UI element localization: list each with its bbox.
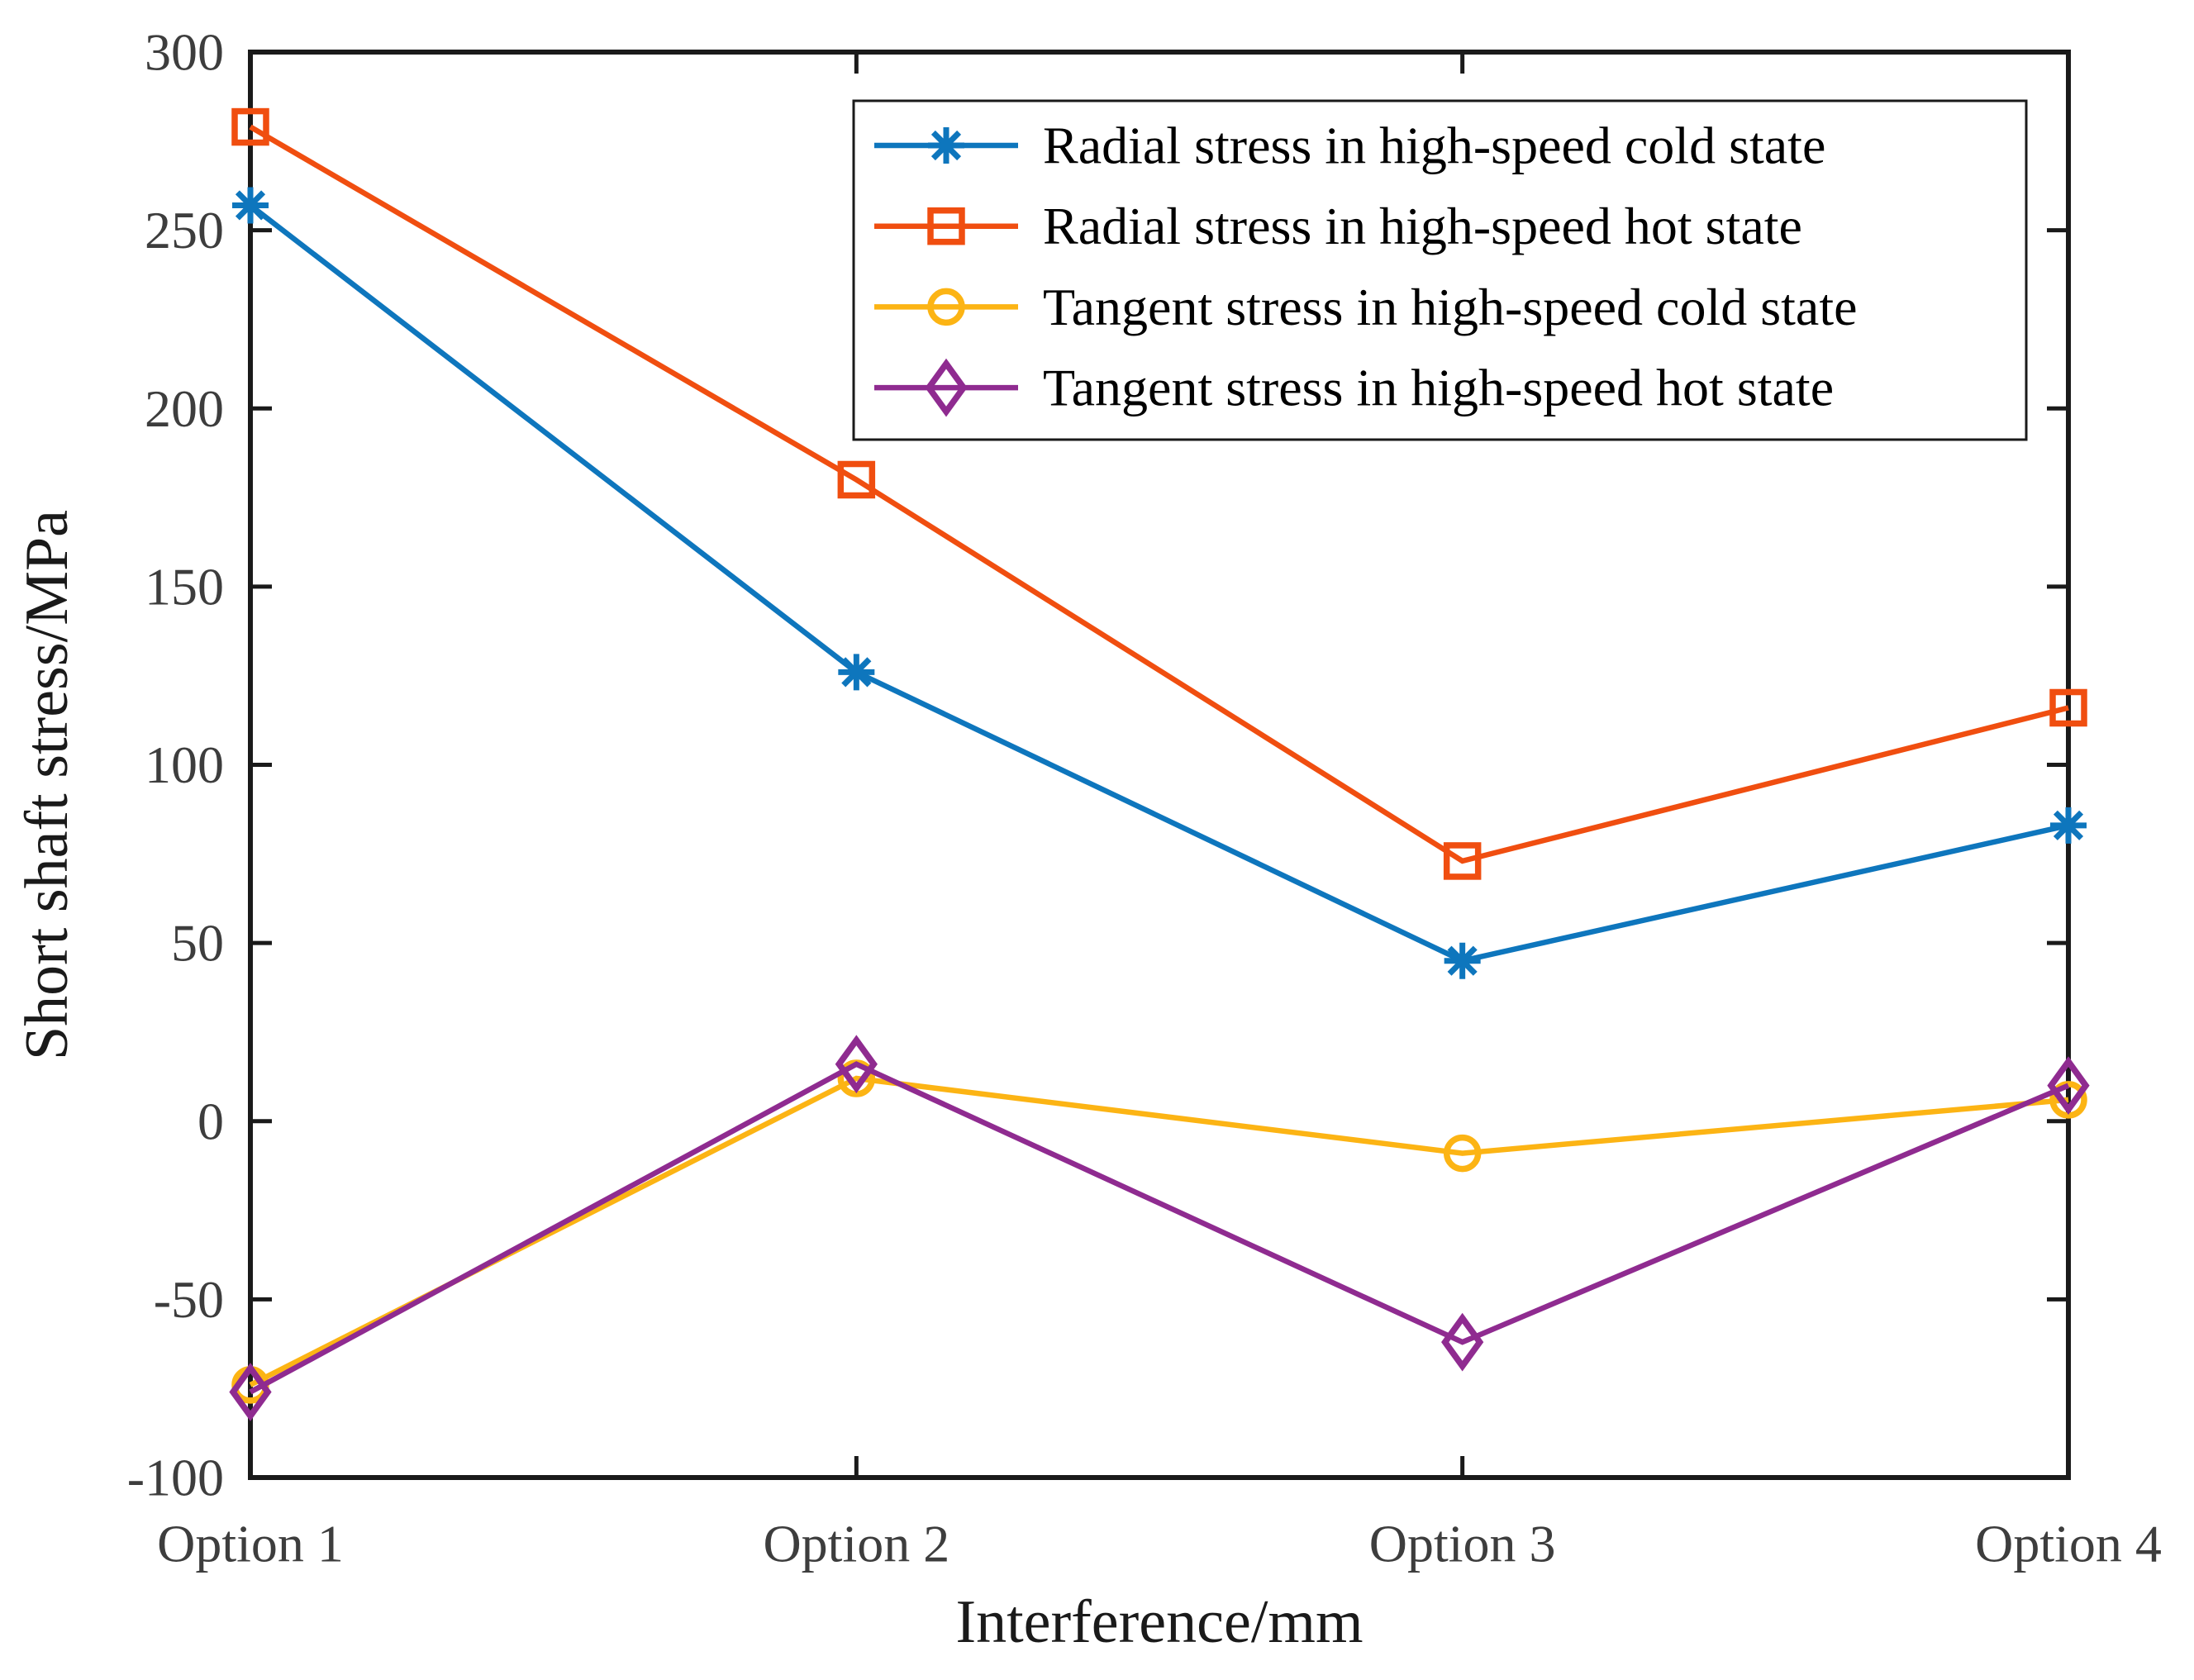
series-line bbox=[249, 202, 2069, 964]
series-radial-stress-in-high-speed-cold-state bbox=[232, 187, 2087, 979]
legend-label: Radial stress in high-speed cold state bbox=[1043, 117, 1825, 175]
series-line bbox=[249, 124, 2069, 864]
series-tangent-stress-in-high-speed-cold-state bbox=[231, 1059, 2087, 1404]
marker-circle bbox=[1443, 1134, 1482, 1173]
marker-asterisk bbox=[1444, 942, 1481, 979]
series-tangent-stress-in-high-speed-hot-state bbox=[229, 1035, 2090, 1421]
x-tick-label: Option 2 bbox=[763, 1515, 949, 1573]
marker-diamond bbox=[1441, 1312, 1484, 1372]
marker-diamond bbox=[229, 1363, 272, 1421]
marker-diamond bbox=[925, 358, 968, 417]
legend-item: Tangent stress in high-speed hot state bbox=[874, 359, 1834, 417]
marker-square bbox=[927, 207, 965, 245]
legend-box bbox=[852, 99, 2028, 441]
marker-circle bbox=[927, 288, 965, 326]
series-layer bbox=[229, 107, 2090, 1421]
x-axis-title: Interference/mm bbox=[955, 1588, 1363, 1656]
marker-diamond bbox=[835, 1035, 878, 1094]
marker-square bbox=[231, 107, 269, 146]
x-tick-label: Option 3 bbox=[1369, 1515, 1556, 1573]
marker-asterisk bbox=[838, 654, 875, 691]
y-tick-label: 250 bbox=[145, 201, 224, 259]
marker-square bbox=[837, 460, 876, 499]
marker-square bbox=[2049, 688, 2087, 727]
y-tick-label: 150 bbox=[145, 557, 224, 616]
y-tick-label: 0 bbox=[198, 1092, 224, 1150]
x-tick-label: Option 4 bbox=[1975, 1515, 2162, 1573]
y-tick-label: 50 bbox=[171, 914, 224, 973]
legend-item: Radial stress in high-speed hot state bbox=[874, 197, 1802, 255]
marker-asterisk bbox=[232, 187, 269, 224]
legend-label: Tangent stress in high-speed hot state bbox=[1043, 359, 1834, 417]
legend-label: Tangent stress in high-speed cold state bbox=[1043, 278, 1858, 336]
y-tick-label: 300 bbox=[145, 23, 224, 82]
axes-layer: 300 250 200 150 100 50 0 -50 -100 Option 1 Option … bbox=[127, 23, 2162, 1573]
legend: Radial stress in high-speed cold state Ra… bbox=[852, 99, 2028, 441]
legend-label: Radial stress in high-speed hot state bbox=[1043, 197, 1802, 255]
y-tick-label: 200 bbox=[145, 379, 224, 438]
y-tick-label: 100 bbox=[145, 735, 224, 794]
legend-item: Radial stress in high-speed cold state bbox=[874, 117, 1825, 175]
y-tick-label: -50 bbox=[154, 1270, 224, 1329]
series-radial-stress-in-high-speed-hot-state bbox=[231, 107, 2087, 880]
y-axis-title: Short shaft stress/MPa bbox=[13, 510, 81, 1060]
x-tick-label: Option 1 bbox=[157, 1515, 344, 1573]
marker-square bbox=[1443, 842, 1482, 880]
y-tick-label: -100 bbox=[127, 1449, 224, 1507]
marker-diamond bbox=[2047, 1056, 2090, 1116]
series-line bbox=[249, 1061, 2070, 1395]
legend-item: Tangent stress in high-speed cold state bbox=[874, 278, 1858, 336]
marker-asterisk bbox=[2050, 807, 2087, 844]
marker-circle bbox=[2049, 1081, 2087, 1119]
series-line bbox=[249, 1075, 2069, 1387]
marker-asterisk bbox=[928, 127, 964, 164]
